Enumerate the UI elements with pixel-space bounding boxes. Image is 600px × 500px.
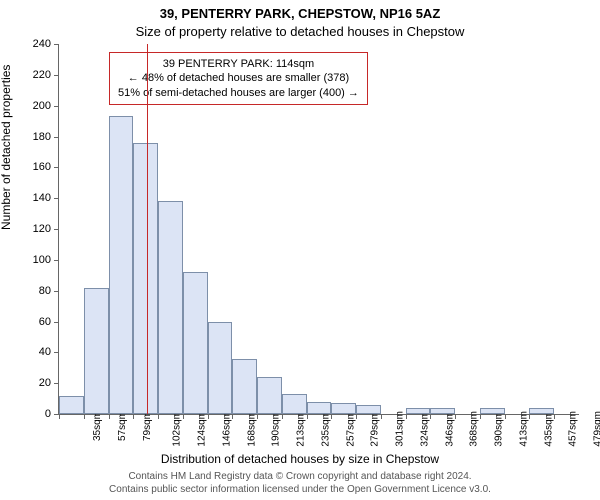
xtick-mark xyxy=(158,414,159,419)
histogram-bar xyxy=(232,359,257,415)
histogram-bar xyxy=(430,408,455,414)
xtick-label: 235sqm xyxy=(320,411,331,447)
xtick-label: 435sqm xyxy=(543,411,554,447)
info-line: ← 48% of detached houses are smaller (37… xyxy=(118,71,359,85)
ytick-mark xyxy=(54,229,59,230)
ytick-label: 120 xyxy=(19,223,51,235)
ytick-label: 160 xyxy=(19,161,51,173)
xtick-mark xyxy=(480,414,481,419)
ytick-label: 140 xyxy=(19,192,51,204)
ytick-label: 40 xyxy=(19,346,51,358)
chart-container: 39, PENTERRY PARK, CHEPSTOW, NP16 5AZ Si… xyxy=(0,0,600,500)
info-line: 39 PENTERRY PARK: 114sqm xyxy=(118,57,359,71)
histogram-bar xyxy=(183,272,208,414)
info-line: 51% of semi-detached houses are larger (… xyxy=(118,86,359,100)
xtick-mark xyxy=(406,414,407,419)
ytick-mark xyxy=(54,75,59,76)
ytick-mark xyxy=(54,198,59,199)
xtick-mark xyxy=(183,414,184,419)
ytick-mark xyxy=(54,383,59,384)
histogram-bar xyxy=(480,408,505,414)
xtick-label: 79sqm xyxy=(142,411,153,441)
footer-line: Contains HM Land Registry data © Crown c… xyxy=(0,471,600,484)
histogram-bar xyxy=(158,201,183,414)
xtick-label: 479sqm xyxy=(593,411,600,447)
xtick-label: 457sqm xyxy=(568,411,579,447)
xtick-label: 413sqm xyxy=(519,411,530,447)
page-title: 39, PENTERRY PARK, CHEPSTOW, NP16 5AZ xyxy=(0,6,600,21)
xtick-mark xyxy=(430,414,431,419)
histogram-bar xyxy=(257,377,282,414)
histogram-bar xyxy=(307,402,332,414)
xtick-label: 390sqm xyxy=(494,411,505,447)
xtick-mark xyxy=(356,414,357,419)
ytick-label: 220 xyxy=(19,69,51,81)
page-subtitle: Size of property relative to detached ho… xyxy=(0,24,600,39)
xtick-label: 213sqm xyxy=(296,411,307,447)
xtick-label: 324sqm xyxy=(419,411,430,447)
ytick-mark xyxy=(54,291,59,292)
histogram-bar xyxy=(331,403,356,414)
ytick-mark xyxy=(54,106,59,107)
ytick-label: 200 xyxy=(19,100,51,112)
xtick-mark xyxy=(455,414,456,419)
histogram-bar xyxy=(59,396,84,415)
histogram-bar xyxy=(282,394,307,414)
ytick-label: 20 xyxy=(19,377,51,389)
xtick-mark xyxy=(307,414,308,419)
xtick-label: 124sqm xyxy=(197,411,208,447)
footer-attribution: Contains HM Land Registry data © Crown c… xyxy=(0,471,600,496)
histogram-bar xyxy=(356,405,381,414)
property-size-marker xyxy=(147,44,148,414)
histogram-bar xyxy=(84,288,109,414)
xtick-mark xyxy=(133,414,134,419)
xtick-label: 301sqm xyxy=(395,411,406,447)
ytick-mark xyxy=(54,137,59,138)
ytick-mark xyxy=(54,322,59,323)
xtick-label: 257sqm xyxy=(345,411,356,447)
xtick-label: 368sqm xyxy=(469,411,480,447)
ytick-mark xyxy=(54,260,59,261)
ytick-label: 0 xyxy=(19,408,51,420)
histogram-bar xyxy=(208,322,233,415)
xtick-mark xyxy=(529,414,530,419)
ytick-label: 60 xyxy=(19,316,51,328)
histogram-bar xyxy=(529,408,554,414)
xtick-label: 279sqm xyxy=(370,411,381,447)
ytick-mark xyxy=(54,352,59,353)
xtick-mark xyxy=(381,414,382,419)
plot-area: 39 PENTERRY PARK: 114sqm ← 48% of detach… xyxy=(58,44,579,415)
xtick-mark xyxy=(109,414,110,419)
xtick-label: 57sqm xyxy=(117,411,128,441)
xtick-label: 190sqm xyxy=(271,411,282,447)
xtick-label: 168sqm xyxy=(246,411,257,447)
ytick-label: 100 xyxy=(19,254,51,266)
histogram-bar xyxy=(133,143,158,414)
histogram-bar xyxy=(109,116,134,414)
xtick-mark xyxy=(505,414,506,419)
xtick-mark xyxy=(331,414,332,419)
xtick-label: 146sqm xyxy=(221,411,232,447)
xtick-mark xyxy=(59,414,60,419)
footer-line: Contains public sector information licen… xyxy=(0,484,600,497)
ytick-label: 80 xyxy=(19,285,51,297)
x-axis-label: Distribution of detached houses by size … xyxy=(0,452,600,466)
xtick-mark xyxy=(208,414,209,419)
ytick-mark xyxy=(54,44,59,45)
ytick-label: 180 xyxy=(19,131,51,143)
xtick-mark xyxy=(232,414,233,419)
xtick-mark xyxy=(554,414,555,419)
xtick-mark xyxy=(282,414,283,419)
xtick-label: 35sqm xyxy=(92,411,103,441)
ytick-label: 240 xyxy=(19,38,51,50)
ytick-mark xyxy=(54,167,59,168)
xtick-label: 102sqm xyxy=(172,411,183,447)
xtick-mark xyxy=(257,414,258,419)
xtick-mark xyxy=(84,414,85,419)
y-axis-label: Number of detached properties xyxy=(0,65,13,230)
xtick-label: 346sqm xyxy=(444,411,455,447)
histogram-bar xyxy=(406,408,431,414)
